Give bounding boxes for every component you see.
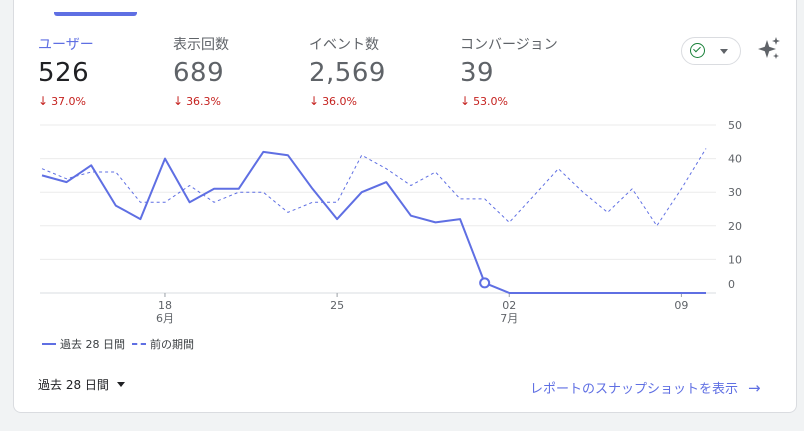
metric-value: 39 bbox=[460, 58, 495, 88]
legend-label: 過去 28 日間 bbox=[60, 338, 125, 351]
dashed-line-swatch bbox=[132, 343, 146, 345]
hover-point-marker bbox=[479, 277, 491, 289]
active-tab-indicator bbox=[54, 12, 137, 16]
y-tick-label: 40 bbox=[728, 153, 742, 166]
view-snapshot-link[interactable]: レポートのスナップショットを表示 → bbox=[530, 378, 761, 398]
metric-label: コンバージョン bbox=[460, 37, 558, 53]
metric-events-tab[interactable]: イベント数 2,569 ↓ 36.0% bbox=[309, 34, 386, 108]
snapshot-link-label: レポートのスナップショットを表示 bbox=[530, 382, 739, 397]
caret-down-icon bbox=[720, 49, 728, 54]
metric-change: ↓ 36.0% bbox=[309, 94, 358, 108]
caret-down-icon bbox=[116, 382, 125, 387]
arrow-down-icon: ↓ bbox=[460, 94, 471, 108]
series-line-previous bbox=[41, 148, 707, 227]
y-tick-label: 20 bbox=[728, 220, 742, 233]
metric-value: 689 bbox=[173, 58, 225, 88]
y-tick-label: 0 bbox=[728, 278, 735, 291]
x-tick-label: 18 bbox=[158, 299, 172, 312]
arrow-down-icon: ↓ bbox=[309, 94, 320, 108]
metric-change: ↓ 37.0% bbox=[38, 94, 87, 108]
sparkle-icon[interactable] bbox=[756, 37, 782, 63]
data-quality-dropdown[interactable] bbox=[681, 37, 741, 65]
metric-value: 526 bbox=[38, 58, 90, 88]
legend-item-current: 過去 28 日間 bbox=[42, 336, 125, 352]
arrow-down-icon: ↓ bbox=[173, 94, 184, 108]
metric-value: 2,569 bbox=[309, 58, 386, 88]
legend-item-previous: 前の期間 bbox=[132, 336, 194, 352]
solid-line-swatch bbox=[42, 343, 56, 345]
metric-label: イベント数 bbox=[309, 37, 379, 53]
metric-label: 表示回数 bbox=[173, 37, 229, 53]
legend-label: 前の期間 bbox=[150, 338, 194, 351]
arrow-down-icon: ↓ bbox=[38, 94, 49, 108]
arrow-right-icon: → bbox=[748, 378, 761, 397]
x-tick-month-label: 6月 bbox=[156, 312, 174, 325]
x-tick-month-label: 7月 bbox=[500, 312, 518, 325]
date-range-selector[interactable]: 過去 28 日間 bbox=[38, 376, 125, 393]
metric-change: ↓ 53.0% bbox=[460, 94, 509, 108]
x-tick-label: 02 bbox=[502, 299, 516, 312]
date-range-label: 過去 28 日間 bbox=[38, 378, 109, 392]
metric-views-tab[interactable]: 表示回数 689 ↓ 36.3% bbox=[173, 34, 229, 108]
y-tick-label: 10 bbox=[728, 253, 742, 266]
metric-change: ↓ 36.3% bbox=[173, 94, 222, 108]
x-tick-label: 25 bbox=[330, 299, 344, 312]
metric-label: ユーザー bbox=[38, 37, 94, 53]
series-line-current bbox=[41, 150, 706, 294]
x-tick-label: 09 bbox=[674, 299, 688, 312]
metric-users-tab[interactable]: ユーザー 526 ↓ 37.0% bbox=[38, 34, 94, 108]
check-circle-icon bbox=[690, 43, 705, 58]
y-tick-label: 50 bbox=[728, 119, 742, 132]
metric-conversions-tab[interactable]: コンバージョン 39 ↓ 53.0% bbox=[460, 34, 558, 108]
y-tick-label: 30 bbox=[728, 186, 742, 199]
